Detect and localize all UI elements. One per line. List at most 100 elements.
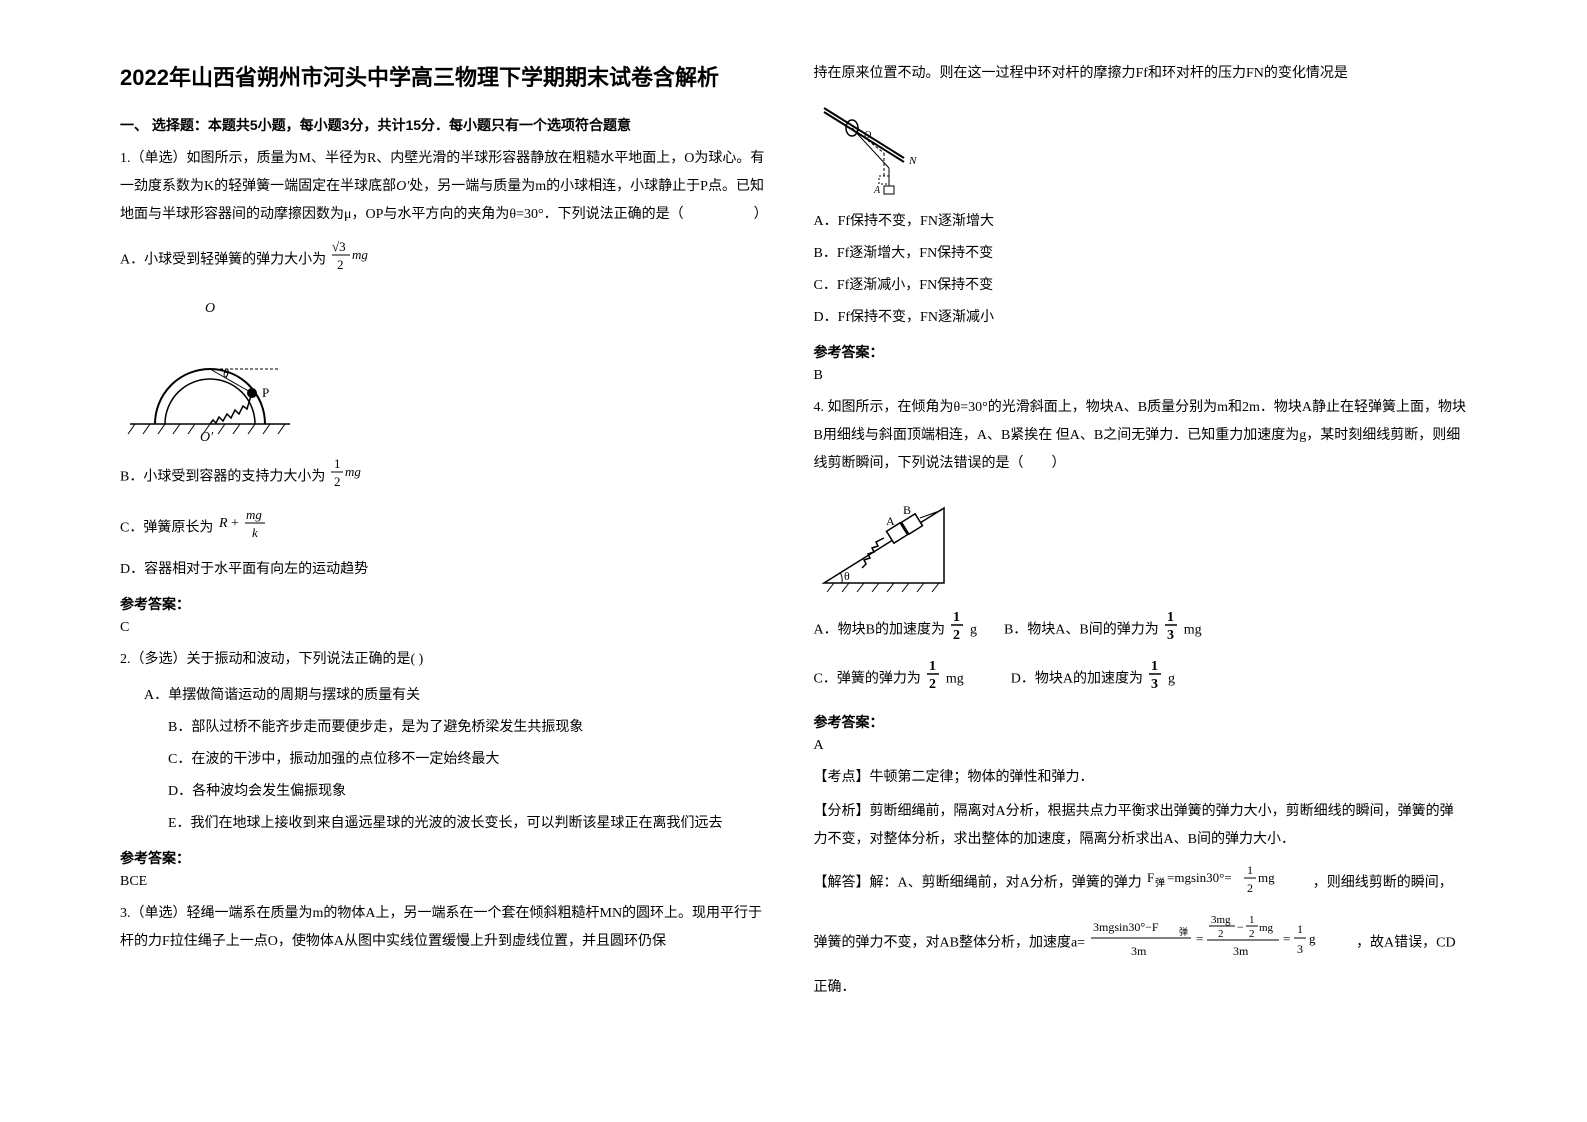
q1-optB-text: B．小球受到容器的支持力大小为 bbox=[120, 470, 325, 485]
q4-jieda-2: 弹簧的弹力不变，对AB整体分析，加速度a= 3mgsin30°−F 弹 3m =… bbox=[814, 913, 1468, 1002]
svg-text:=: = bbox=[1196, 931, 1203, 946]
q4-answer: A bbox=[814, 738, 1468, 754]
q1-optB: B．小球受到容器的支持力大小为 1 2 mg bbox=[120, 454, 774, 501]
q4-optC-pre: C．弹簧的弹力为 bbox=[814, 672, 921, 687]
q2-optB: B．部队过桥不能齐步走而要便步走，是为了避免桥梁发生共振现象 bbox=[120, 714, 774, 742]
formula-R-mg-k: R + mg k bbox=[219, 505, 275, 552]
q1-optD: D．容器相对于水平面有向左的运动趋势 bbox=[120, 556, 774, 584]
q2-answer-label: 参考答案： bbox=[120, 848, 774, 868]
formula-1-2-mg: 1 2 mg bbox=[331, 454, 365, 501]
svg-text:1: 1 bbox=[1151, 659, 1158, 674]
q4-jieda-mid: ，则细线剪断的瞬间， bbox=[1313, 876, 1453, 891]
q4-optB-pre: B．物块A、B间的弹力为 bbox=[1004, 623, 1159, 638]
q4-optD-suf: g bbox=[1168, 672, 1175, 687]
svg-text:mg: mg bbox=[345, 464, 361, 479]
q1-answer-label: 参考答案： bbox=[120, 594, 774, 614]
q1-answer: C bbox=[120, 620, 774, 636]
svg-text:mg: mg bbox=[246, 507, 262, 522]
svg-text:1: 1 bbox=[334, 456, 341, 471]
svg-text:1: 1 bbox=[1167, 610, 1174, 625]
q3-figure: N O A bbox=[814, 98, 1468, 198]
svg-text:k: k bbox=[252, 525, 258, 540]
q4-stem: 4. 如图所示，在倾角为θ=30°的光滑斜面上，物块A、B质量分别为m和2m．物… bbox=[814, 394, 1468, 478]
q2-optC: C．在波的干涉中，振动加强的点位移不一定始终最大 bbox=[120, 746, 774, 774]
svg-text:B: B bbox=[903, 503, 911, 517]
formula-ftan: F 弹 =mgsin30°= 1 2 mg bbox=[1147, 860, 1307, 907]
svg-text:3m: 3m bbox=[1131, 944, 1147, 958]
q4-optD-pre: D．物块A的加速度为 bbox=[1011, 672, 1143, 687]
svg-text:P: P bbox=[262, 385, 269, 400]
svg-text:=mgsin30°=: =mgsin30°= bbox=[1167, 870, 1232, 885]
q4-optB-suf: mg bbox=[1184, 623, 1202, 638]
q3-optA: A．Ff保持不变，FN逐渐增大 bbox=[814, 208, 1468, 236]
q4-answer-label: 参考答案： bbox=[814, 712, 1468, 732]
q3-stem: 3.（单选）轻绳一端系在质量为m的物体A上，另一端系在一个套在倾斜粗糙杆MN的圆… bbox=[120, 900, 774, 956]
svg-text:mg: mg bbox=[1258, 870, 1275, 885]
q1-oprime: O′ bbox=[396, 179, 409, 194]
svg-text:O′: O′ bbox=[200, 430, 214, 444]
q1-optA-text: A．小球受到轻弹簧的弹力大小为 bbox=[120, 253, 326, 268]
svg-text:3mgsin30°−F: 3mgsin30°−F bbox=[1093, 920, 1159, 934]
section-header: 一、 选择题：本题共5小题，每小题3分，共计15分．每小题只有一个选项符合题意 bbox=[120, 115, 774, 135]
svg-text:+: + bbox=[231, 516, 239, 531]
q1-optC-text: C．弹簧原长为 bbox=[120, 521, 213, 536]
q2-optD: D．各种波均会发生偏振现象 bbox=[120, 778, 774, 806]
q4-fenxi: 【分析】剪断细绳前，隔离对A分析，根据共点力平衡求出弹簧的弹力大小，剪断细线的瞬… bbox=[814, 798, 1468, 854]
q4-optA-suf: g bbox=[970, 623, 977, 638]
q3-optC: C．Ff逐渐减小，FN保持不变 bbox=[814, 272, 1468, 300]
svg-text:−: − bbox=[1237, 920, 1244, 934]
q1-optA: A．小球受到轻弹簧的弹力大小为 √3 2 mg bbox=[120, 237, 774, 284]
q2-stem: 2.（多选）关于振动和波动，下列说法正确的是( ) bbox=[120, 646, 774, 674]
svg-text:O: O bbox=[205, 301, 215, 316]
svg-text:1: 1 bbox=[1297, 922, 1303, 936]
q4-optC-D-row: C．弹簧的弹力为 1 2 mg D．物块A的加速度为 13 g bbox=[814, 657, 1468, 702]
svg-text:1: 1 bbox=[929, 659, 936, 674]
svg-text:mg: mg bbox=[352, 247, 368, 262]
q1-optC: C．弹簧原长为 R + mg k bbox=[120, 505, 774, 552]
q2-optE: E．我们在地球上接收到来自遥远星球的光波的波长变长，可以判断该星球正在离我们远去 bbox=[120, 810, 774, 838]
svg-text:2: 2 bbox=[337, 257, 344, 272]
frac-1-3-d: 13 bbox=[1148, 657, 1162, 702]
page-title: 2022年山西省朔州市河头中学高三物理下学期期末试卷含解析 bbox=[120, 60, 774, 95]
svg-text:1: 1 bbox=[953, 610, 960, 625]
left-column: 2022年山西省朔州市河头中学高三物理下学期期末试卷含解析 一、 选择题：本题共… bbox=[100, 60, 794, 1062]
svg-text:A: A bbox=[886, 514, 895, 528]
svg-text:F: F bbox=[1147, 870, 1154, 885]
svg-text:=: = bbox=[1283, 931, 1290, 946]
svg-text:θ: θ bbox=[844, 569, 850, 583]
svg-text:弹: 弹 bbox=[1179, 926, 1188, 937]
q3-answer: B bbox=[814, 368, 1468, 384]
frac-1-3-b: 13 bbox=[1164, 608, 1178, 653]
frac-1-2-a: 12 bbox=[950, 608, 964, 653]
svg-text:2: 2 bbox=[953, 628, 960, 642]
svg-text:2: 2 bbox=[334, 474, 341, 489]
q3-stem-cont: 持在原来位置不动。则在这一过程中环对杆的摩擦力Ff和环对杆的压力FN的变化情况是 bbox=[814, 60, 1468, 88]
svg-text:A: A bbox=[873, 185, 881, 196]
q4-jieda-1: 【解答】解：A、剪断细绳前，对A分析，弹簧的弹力 F 弹 =mgsin30°= … bbox=[814, 860, 1468, 907]
q4-jieda-pre: 【解答】解：A、剪断细绳前，对A分析，弹簧的弹力 bbox=[814, 876, 1142, 891]
q3-answer-label: 参考答案： bbox=[814, 342, 1468, 362]
svg-text:√3: √3 bbox=[332, 239, 346, 254]
q4-figure: θ A B bbox=[814, 488, 1468, 598]
q3-optD: D．Ff保持不变，FN逐渐减小 bbox=[814, 304, 1468, 332]
svg-text:g: g bbox=[1309, 931, 1316, 946]
svg-text:N: N bbox=[908, 155, 917, 167]
svg-text:3: 3 bbox=[1167, 628, 1174, 642]
svg-text:2: 2 bbox=[929, 677, 936, 691]
formula-accel: 3mgsin30°−F 弹 3m = 3mg 2 − 1 2 mg 3m = bbox=[1091, 913, 1351, 974]
q4-optA-B-row: A．物块B的加速度为 12 g B．物块A、B间的弹力为 13 mg bbox=[814, 608, 1468, 653]
svg-text:2: 2 bbox=[1247, 881, 1253, 895]
svg-text:R: R bbox=[219, 516, 228, 531]
q1-figure: O θ P O′ bbox=[120, 294, 774, 444]
q2-optA: A．单摆做简谐运动的周期与摆球的质量有关 bbox=[120, 682, 774, 710]
q4-optC-suf: mg bbox=[946, 672, 964, 687]
svg-text:mg: mg bbox=[1259, 922, 1274, 934]
svg-text:3m: 3m bbox=[1233, 944, 1249, 958]
svg-text:2: 2 bbox=[1249, 928, 1255, 940]
svg-text:1: 1 bbox=[1249, 914, 1255, 926]
svg-text:3mg: 3mg bbox=[1211, 914, 1231, 926]
q4-kaodian: 【考点】牛顿第二定律；物体的弹性和弹力． bbox=[814, 764, 1468, 792]
q4-optA-pre: A．物块B的加速度为 bbox=[814, 623, 945, 638]
q2-answer: BCE bbox=[120, 874, 774, 890]
svg-text:2: 2 bbox=[1218, 928, 1224, 940]
